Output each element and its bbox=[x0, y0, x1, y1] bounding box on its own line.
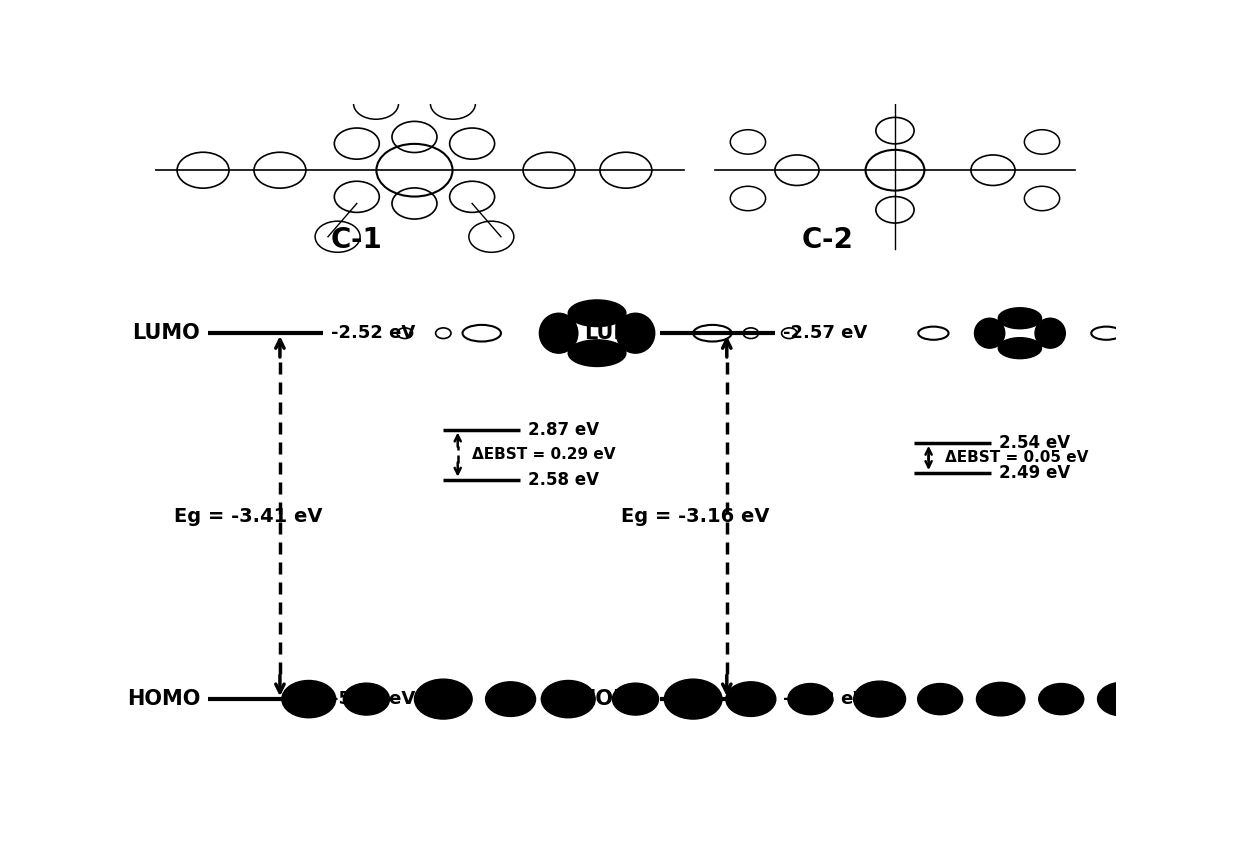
Ellipse shape bbox=[568, 340, 626, 366]
Circle shape bbox=[1039, 683, 1084, 715]
Circle shape bbox=[665, 679, 722, 719]
Text: HOMO: HOMO bbox=[579, 689, 652, 709]
Text: LUMO: LUMO bbox=[584, 323, 652, 343]
Circle shape bbox=[542, 681, 595, 718]
Text: 2.87 eV: 2.87 eV bbox=[528, 421, 599, 439]
Ellipse shape bbox=[1035, 318, 1065, 348]
Circle shape bbox=[789, 686, 828, 713]
Ellipse shape bbox=[616, 314, 655, 353]
Ellipse shape bbox=[998, 338, 1042, 359]
Circle shape bbox=[853, 681, 905, 717]
Circle shape bbox=[725, 682, 776, 716]
Text: HOMO: HOMO bbox=[126, 689, 200, 709]
Circle shape bbox=[613, 683, 658, 715]
Text: -2.57 eV: -2.57 eV bbox=[782, 324, 867, 342]
Text: C-2: C-2 bbox=[802, 226, 853, 254]
Text: LUMO: LUMO bbox=[133, 323, 200, 343]
Circle shape bbox=[1159, 683, 1205, 715]
Text: Eg = -3.16 eV: Eg = -3.16 eV bbox=[621, 506, 770, 525]
Text: ΔEBST = 0.05 eV: ΔEBST = 0.05 eV bbox=[945, 450, 1089, 465]
Ellipse shape bbox=[568, 300, 626, 327]
Circle shape bbox=[918, 683, 962, 715]
Ellipse shape bbox=[975, 318, 1004, 348]
Ellipse shape bbox=[539, 314, 578, 353]
Circle shape bbox=[787, 683, 833, 715]
Ellipse shape bbox=[998, 308, 1042, 328]
Circle shape bbox=[281, 681, 336, 718]
Text: -5.73 eV: -5.73 eV bbox=[782, 690, 867, 708]
Circle shape bbox=[1214, 685, 1240, 714]
Text: 2.54 eV: 2.54 eV bbox=[998, 434, 1070, 452]
Text: -5.93 eV: -5.93 eV bbox=[331, 690, 415, 708]
Text: Eg = -3.41 eV: Eg = -3.41 eV bbox=[174, 506, 322, 525]
Circle shape bbox=[1097, 683, 1146, 716]
Circle shape bbox=[343, 683, 389, 715]
Circle shape bbox=[486, 682, 536, 716]
Text: ΔEBST = 0.29 eV: ΔEBST = 0.29 eV bbox=[472, 448, 615, 462]
Text: -2.52 eV: -2.52 eV bbox=[331, 324, 415, 342]
Text: 2.49 eV: 2.49 eV bbox=[998, 464, 1070, 482]
Text: C-1: C-1 bbox=[331, 226, 383, 254]
Circle shape bbox=[976, 683, 1025, 716]
Circle shape bbox=[414, 679, 472, 719]
Text: 2.58 eV: 2.58 eV bbox=[528, 471, 599, 488]
